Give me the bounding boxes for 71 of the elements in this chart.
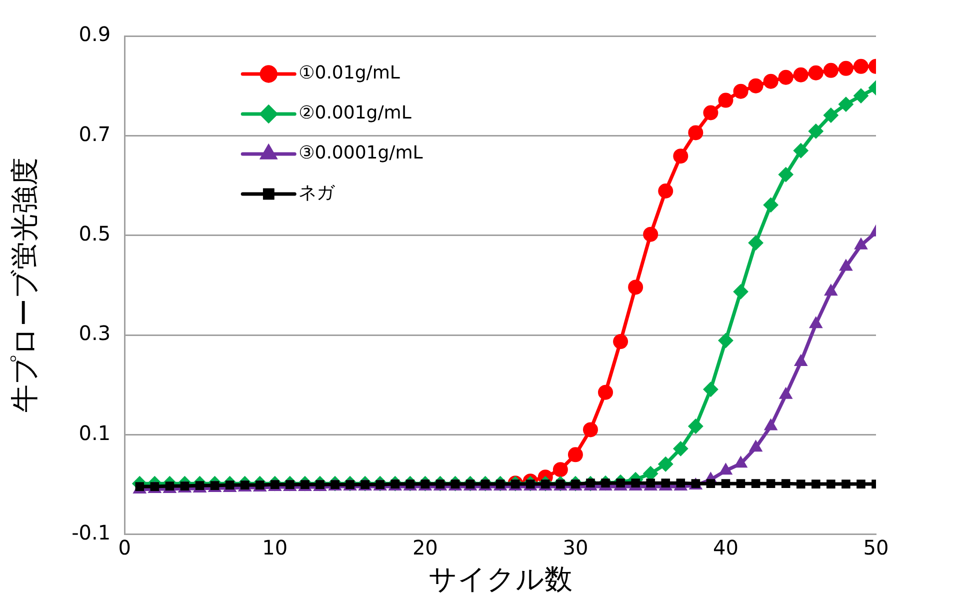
y-tick-label: 0.5 — [78, 222, 111, 246]
point — [721, 479, 730, 488]
point — [856, 480, 866, 488]
point — [748, 78, 764, 94]
point — [628, 280, 644, 295]
point — [853, 58, 868, 74]
point — [568, 447, 583, 462]
legend-label: ②0.001g/mL — [298, 102, 412, 124]
point — [838, 96, 854, 112]
y-tick-label: 0.9 — [78, 22, 111, 46]
x-tick-label: 30 — [562, 536, 588, 560]
point — [658, 184, 674, 199]
point — [706, 479, 716, 488]
point — [763, 74, 778, 89]
point — [824, 284, 838, 296]
point — [812, 480, 820, 488]
point — [749, 440, 762, 452]
point — [718, 92, 734, 108]
legend-label: ネガ — [298, 182, 336, 204]
point — [779, 387, 792, 399]
point — [796, 480, 806, 488]
point — [718, 333, 734, 348]
point — [719, 463, 732, 475]
point — [673, 148, 688, 164]
point — [673, 441, 688, 456]
point — [643, 226, 658, 242]
y-tick-label: 0.7 — [78, 122, 111, 146]
point — [733, 284, 748, 300]
point — [734, 456, 748, 468]
point — [842, 480, 850, 488]
point — [582, 422, 598, 438]
point — [781, 479, 790, 488]
legend-label: ③0.0001g/mL — [298, 142, 423, 164]
point — [809, 316, 822, 328]
point — [658, 456, 674, 472]
x-tick-label: 20 — [412, 536, 438, 560]
x-tick-label: 0 — [118, 536, 131, 560]
point — [793, 67, 808, 82]
point — [703, 382, 718, 397]
point — [751, 479, 760, 488]
point — [766, 479, 776, 488]
x-tick-label: 50 — [863, 536, 889, 560]
point — [688, 418, 704, 434]
point — [826, 480, 836, 488]
point — [703, 105, 718, 120]
y-tick-label: -0.1 — [72, 520, 111, 545]
point — [808, 65, 824, 80]
point — [778, 70, 794, 85]
point — [733, 84, 748, 99]
point — [736, 479, 746, 488]
point — [823, 62, 838, 78]
y-axis-title: 牛プローブ蛍光強度 — [8, 158, 42, 413]
x-axis-title: サイクル数 — [428, 562, 572, 596]
point — [853, 88, 868, 104]
point — [552, 462, 568, 478]
point — [748, 235, 764, 250]
point — [688, 125, 704, 140]
x-tick-label: 40 — [713, 536, 738, 560]
point — [823, 108, 838, 123]
point — [793, 143, 808, 158]
point — [838, 60, 854, 76]
point — [763, 197, 778, 212]
y-tick-label: 0.3 — [78, 321, 111, 346]
point — [808, 124, 824, 139]
point — [598, 384, 614, 400]
point — [764, 418, 778, 430]
x-tick-label: 10 — [262, 536, 288, 560]
point — [613, 334, 628, 350]
point — [778, 167, 794, 182]
legend-label: ①0.01g/mL — [298, 62, 400, 84]
y-tick-label: 0.1 — [78, 420, 111, 445]
